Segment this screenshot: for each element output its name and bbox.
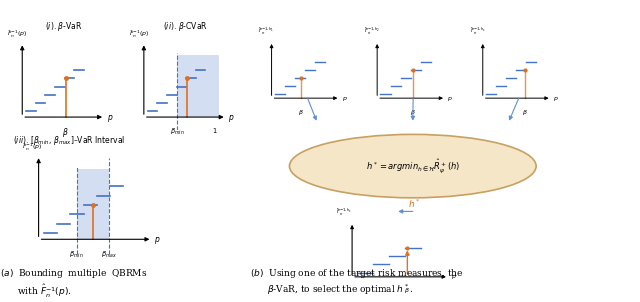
- Text: p: p: [447, 96, 451, 101]
- Text: p: p: [553, 96, 557, 101]
- Text: p: p: [154, 235, 159, 244]
- Text: $h^* = \mathit{argmin}_{h\in\mathcal{H}}\hat{R}_\psi^+(h)$: $h^* = \mathit{argmin}_{h\in\mathcal{H}}…: [365, 157, 460, 175]
- Text: $\beta$: $\beta$: [410, 108, 416, 117]
- Text: $\hat{F}_n^{-1}(p)$: $\hat{F}_n^{-1}(p)$: [7, 29, 28, 40]
- Text: $(b)$  Using one of the target risk measures, the
      $\beta$-VaR, to select t: $(b)$ Using one of the target risk measu…: [250, 267, 463, 297]
- Text: $\hat{F}_n^{-1}(p)$: $\hat{F}_n^{-1}(p)$: [129, 29, 149, 40]
- Text: $(iii)$. $[\beta_{min},\, \beta_{max}]$–VaR Interval: $(iii)$. $[\beta_{min},\, \beta_{max}]$–…: [13, 134, 125, 147]
- Text: $\hat{F}_n^{-1,h_s}$: $\hat{F}_n^{-1,h_s}$: [470, 26, 486, 37]
- Text: $\beta$: $\beta$: [522, 108, 528, 117]
- Text: $\hat{F}_n^{-1,h_s}$: $\hat{F}_n^{-1,h_s}$: [336, 207, 352, 218]
- Title: $(i)$. $\beta$-VaR: $(i)$. $\beta$-VaR: [45, 20, 83, 33]
- Text: $\hat{F}_n^{-1}(p)$: $\hat{F}_n^{-1}(p)$: [22, 142, 42, 153]
- Ellipse shape: [289, 134, 536, 198]
- Text: $h^*$: $h^*$: [408, 198, 420, 210]
- Text: $\beta_{min}$: $\beta_{min}$: [170, 126, 184, 137]
- Text: $(a)$  Bounding  multiple  QBRMs
      with $\hat{F}_n^{-1}(p)$.: $(a)$ Bounding multiple QBRMs with $\hat…: [0, 267, 147, 300]
- Title: $(ii)$. $\beta$-CVaR: $(ii)$. $\beta$-CVaR: [163, 20, 208, 33]
- Text: $1$: $1$: [212, 126, 218, 135]
- Text: $\hat{F}_n^{-1,h_2}$: $\hat{F}_n^{-1,h_2}$: [364, 26, 380, 37]
- Text: $\beta$: $\beta$: [404, 286, 410, 295]
- Text: $\beta$: $\beta$: [298, 108, 304, 117]
- Text: $\beta_{min}$: $\beta_{min}$: [69, 250, 84, 260]
- Text: $\hat{F}_n^{-1,h_1}$: $\hat{F}_n^{-1,h_1}$: [259, 26, 275, 37]
- Text: $\beta$: $\beta$: [62, 126, 69, 139]
- Text: $\beta_{max}$: $\beta_{max}$: [101, 250, 117, 260]
- Text: p: p: [228, 113, 233, 122]
- Text: p: p: [451, 274, 454, 279]
- Text: p: p: [342, 96, 346, 101]
- Text: p: p: [106, 113, 111, 122]
